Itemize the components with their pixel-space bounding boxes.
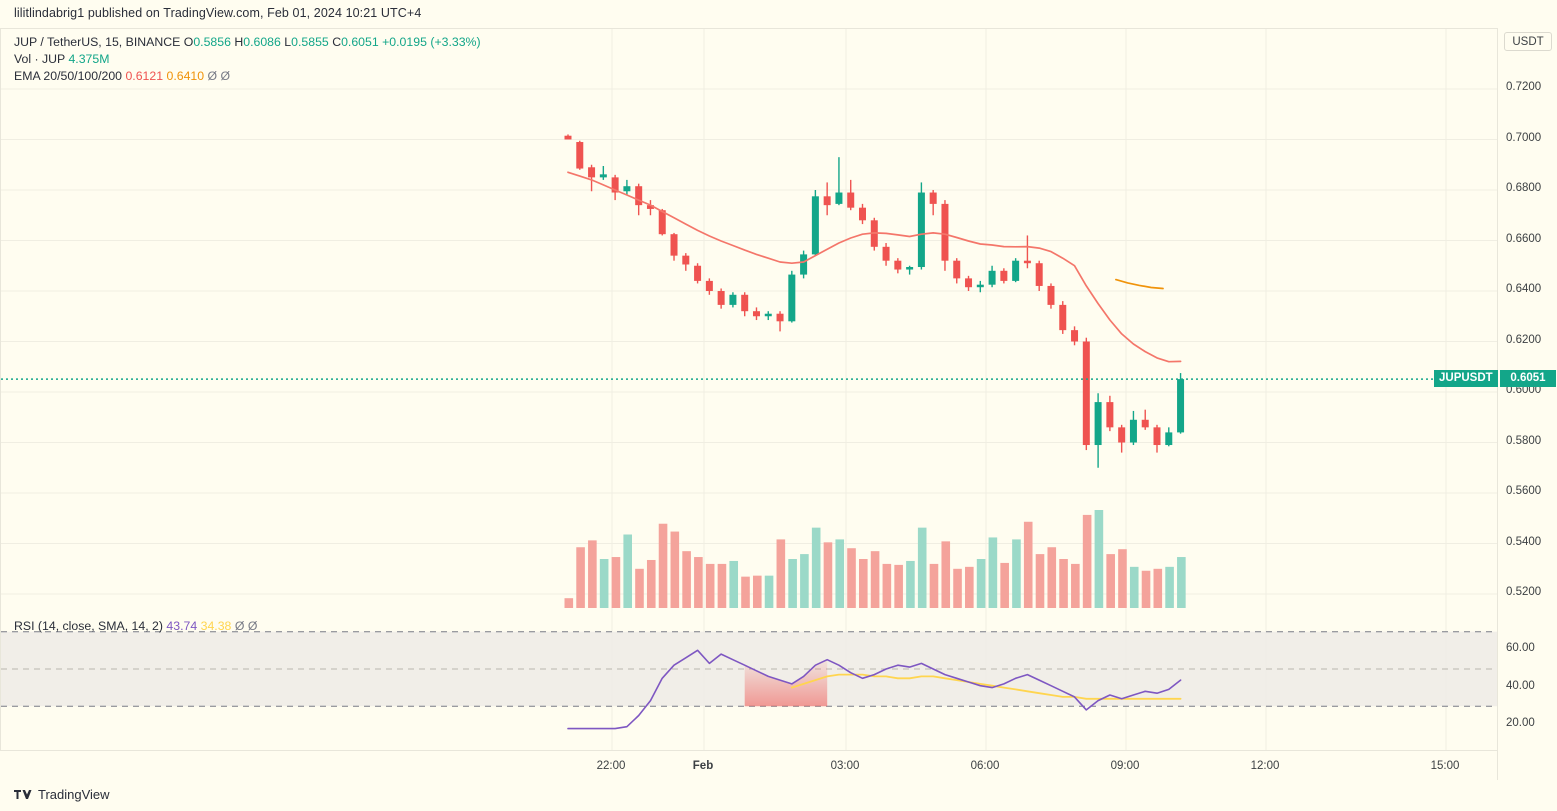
rsi-sma-value: 34.38 [200,619,232,633]
legend-change: +0.0195 [382,35,427,49]
time-axis[interactable]: 22:00 Feb 03:00 06:00 09:00 12:00 15:00 [0,750,1497,780]
legend-change-percent: (+3.33%) [430,35,481,49]
legend-ema-label: EMA 20/50/100/200 [14,69,123,83]
rsi-extra-2: Ø [247,619,258,633]
tradingview-logo-icon [14,789,32,801]
rsi-tick: 20.00 [1506,716,1535,729]
price-tick: 0.6400 [1506,283,1542,295]
legend-low-label: L [284,35,292,49]
price-tick: 0.6200 [1506,333,1542,346]
legend-ema200-value: Ø [220,69,231,83]
price-tick: 0.7200 [1506,81,1542,93]
legend-volume-row: Vol · JUP 4.375M [14,51,481,68]
legend-ema-row: EMA 20/50/100/200 0.6121 0.6410 Ø Ø [14,68,481,85]
price-tick: 0.6600 [1506,232,1542,245]
legend-symbol-row: JUP / TetherUS, 15, BINANCE O0.5856 H0.6… [14,34,481,51]
legend-open-value: 0.5856 [193,35,231,49]
legend-ema20-value: 0.6121 [125,69,164,83]
rsi-value: 43.74 [166,619,198,633]
time-tick: 15:00 [1430,760,1460,772]
time-tick: 06:00 [970,760,1000,772]
legend-symbol: JUP / TetherUS, 15, BINANCE [14,35,181,49]
price-tick: 0.5200 [1506,586,1542,598]
time-tick: 03:00 [830,760,860,772]
legend-close-label: C [332,35,342,49]
legend-volume-label: Vol · JUP [14,52,66,66]
price-tick: 0.5600 [1506,485,1542,497]
legend-high-label: H [234,35,244,49]
time-tick: 09:00 [1110,760,1140,772]
legend-ema50-value: 0.6410 [166,69,205,83]
price-tick: 0.5400 [1506,535,1542,548]
chart-canvas[interactable] [1,29,1498,781]
current-price-badge: 0.6051 [1500,369,1556,387]
rsi-extra-1: Ø [234,619,245,633]
legend-close-value: 0.6051 [341,35,379,49]
price-tick: 0.6000 [1506,384,1542,396]
price-tick: 0.7000 [1506,131,1542,144]
rsi-legend: RSI (14, close, SMA, 14, 2) 43.74 34.38 … [14,619,257,633]
price-tick: 0.5800 [1506,434,1542,447]
rsi-title: RSI (14, close, SMA, 14, 2) [14,619,163,633]
currency-label: USDT [1504,32,1552,51]
time-tick: 22:00 [596,760,626,772]
legend-low-value: 0.5855 [291,35,329,49]
time-tick: 12:00 [1250,760,1280,772]
time-tick: Feb [692,760,714,772]
chart-legend: JUP / TetherUS, 15, BINANCE O0.5856 H0.6… [14,34,481,85]
attribution-text: lilitlindabrig1 published on TradingView… [14,6,422,20]
legend-high-value: 0.6086 [243,35,281,49]
price-axis[interactable]: USDT 0.7200 0.7000 0.6800 0.6600 0.6400 0.620… [1497,28,1557,780]
legend-open-label: O [183,35,194,49]
tradingview-watermark: TradingView [14,787,110,802]
rsi-tick: 40.00 [1506,679,1535,692]
legend-ema100-value: Ø [207,69,218,83]
rsi-tick: 60.00 [1506,642,1535,655]
tradingview-watermark-label: TradingView [38,787,110,802]
price-tick: 0.6800 [1506,182,1542,194]
symbol-price-badge: JUPUSDT [1434,369,1498,387]
legend-volume-value: 4.375M [68,52,110,66]
chart-surface[interactable] [0,28,1498,781]
